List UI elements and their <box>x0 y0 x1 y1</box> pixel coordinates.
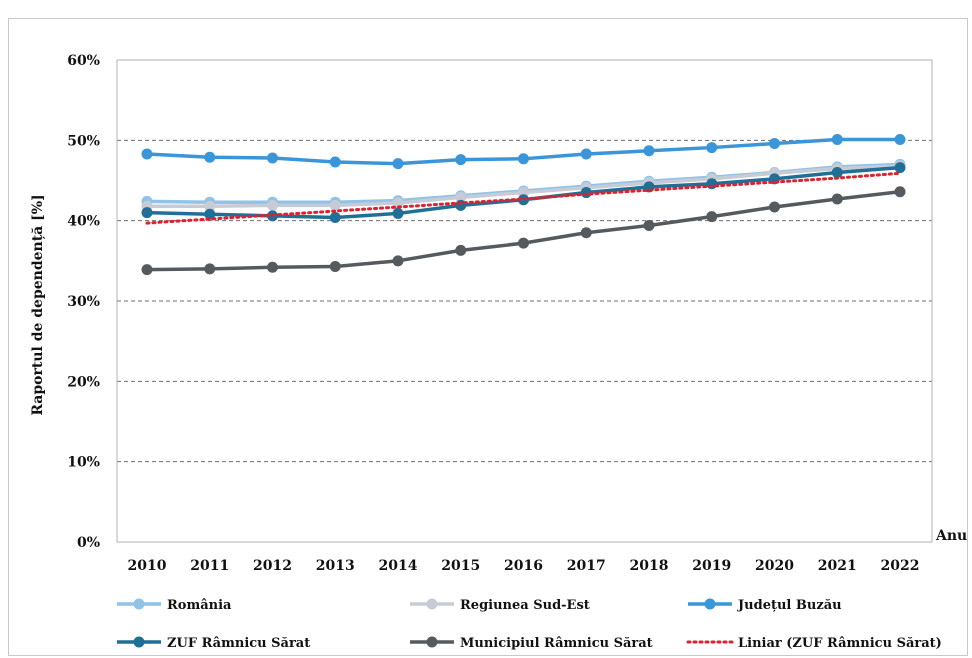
data-point <box>393 158 404 169</box>
x-tick-label: 2011 <box>190 558 229 574</box>
x-tick-label: 2017 <box>567 558 606 574</box>
data-point <box>832 193 843 204</box>
series-lines <box>142 134 906 275</box>
data-point <box>455 154 466 165</box>
x-tick-label: 2021 <box>818 558 857 574</box>
legend-item: ZUF Râmnicu Sărat <box>117 636 310 651</box>
y-tick-label: 20% <box>67 374 100 390</box>
data-point <box>267 262 278 273</box>
x-tick-label: 2014 <box>379 558 418 574</box>
data-point <box>581 227 592 238</box>
legend-label: Liniar (ZUF Râmnicu Sărat) <box>738 636 942 651</box>
trend-line <box>147 173 900 223</box>
legend: România Regiunea Sud-Est Județul Buzău ZUF … <box>117 598 942 651</box>
x-tick-label: 2010 <box>128 558 167 574</box>
legend-marker <box>427 637 438 648</box>
legend-label: Județul Buzău <box>737 598 842 613</box>
legend-label: Regiunea Sud-Est <box>460 598 590 613</box>
legend-marker <box>134 599 145 610</box>
data-point <box>267 153 278 164</box>
y-axis-title: Raportul de dependență [%] <box>30 194 46 415</box>
data-point <box>330 261 341 272</box>
data-point <box>393 208 404 219</box>
data-point <box>330 200 341 211</box>
y-tick-label: 40% <box>67 214 100 230</box>
legend-item: Regiunea Sud-Est <box>410 598 590 613</box>
legend-label: Municipiul Râmnicu Sărat <box>460 636 653 651</box>
data-point <box>142 264 153 275</box>
legend-item: Municipiul Râmnicu Sărat <box>410 636 653 651</box>
x-tick-label: 2016 <box>504 558 543 574</box>
data-point <box>832 167 843 178</box>
data-point <box>832 134 843 145</box>
legend-marker <box>134 637 145 648</box>
legend-item: România <box>117 598 232 613</box>
data-point <box>267 200 278 211</box>
data-point <box>769 202 780 213</box>
data-point <box>644 145 655 156</box>
data-point <box>518 153 529 164</box>
x-axis-ticks: 2010 2011 2012 2013 2014 2015 2016 2017 2018 2019… <box>128 558 920 574</box>
x-tick-label: 2022 <box>881 558 920 574</box>
data-point <box>706 211 717 222</box>
data-point <box>895 134 906 145</box>
data-point <box>644 220 655 231</box>
series-liniar-zuf-ramnicu-sarat <box>147 173 900 223</box>
data-point <box>204 263 215 274</box>
legend-label: România <box>167 598 232 613</box>
y-tick-label: 50% <box>67 133 100 149</box>
x-axis-title: Anu <box>935 528 967 544</box>
data-point <box>455 245 466 256</box>
y-tick-label: 0% <box>77 535 100 551</box>
y-tick-label: 60% <box>67 53 100 69</box>
data-point <box>330 212 341 223</box>
data-point <box>518 238 529 249</box>
data-point <box>769 138 780 149</box>
x-tick-label: 2019 <box>692 558 731 574</box>
x-tick-label: 2013 <box>316 558 355 574</box>
series-judetul-buzau <box>142 134 906 169</box>
y-axis-ticks: 0% 10% 20% 30% 40% 50% 60% <box>67 53 100 551</box>
legend-label: ZUF Râmnicu Sărat <box>167 636 310 651</box>
data-point <box>142 148 153 159</box>
data-point <box>204 152 215 163</box>
x-tick-label: 2015 <box>441 558 480 574</box>
data-point <box>393 255 404 266</box>
legend-marker <box>427 599 438 610</box>
x-tick-label: 2020 <box>755 558 794 574</box>
data-point <box>330 157 341 168</box>
data-point <box>142 207 153 218</box>
legend-item: Județul Buzău <box>688 598 842 613</box>
data-point <box>706 142 717 153</box>
x-tick-label: 2012 <box>253 558 292 574</box>
legend-item: Liniar (ZUF Râmnicu Sărat) <box>688 636 942 651</box>
data-point <box>895 162 906 173</box>
data-point <box>581 148 592 159</box>
legend-marker <box>705 599 716 610</box>
x-tick-label: 2018 <box>630 558 669 574</box>
data-point <box>895 186 906 197</box>
y-tick-label: 10% <box>67 455 100 471</box>
y-tick-label: 30% <box>67 294 100 310</box>
